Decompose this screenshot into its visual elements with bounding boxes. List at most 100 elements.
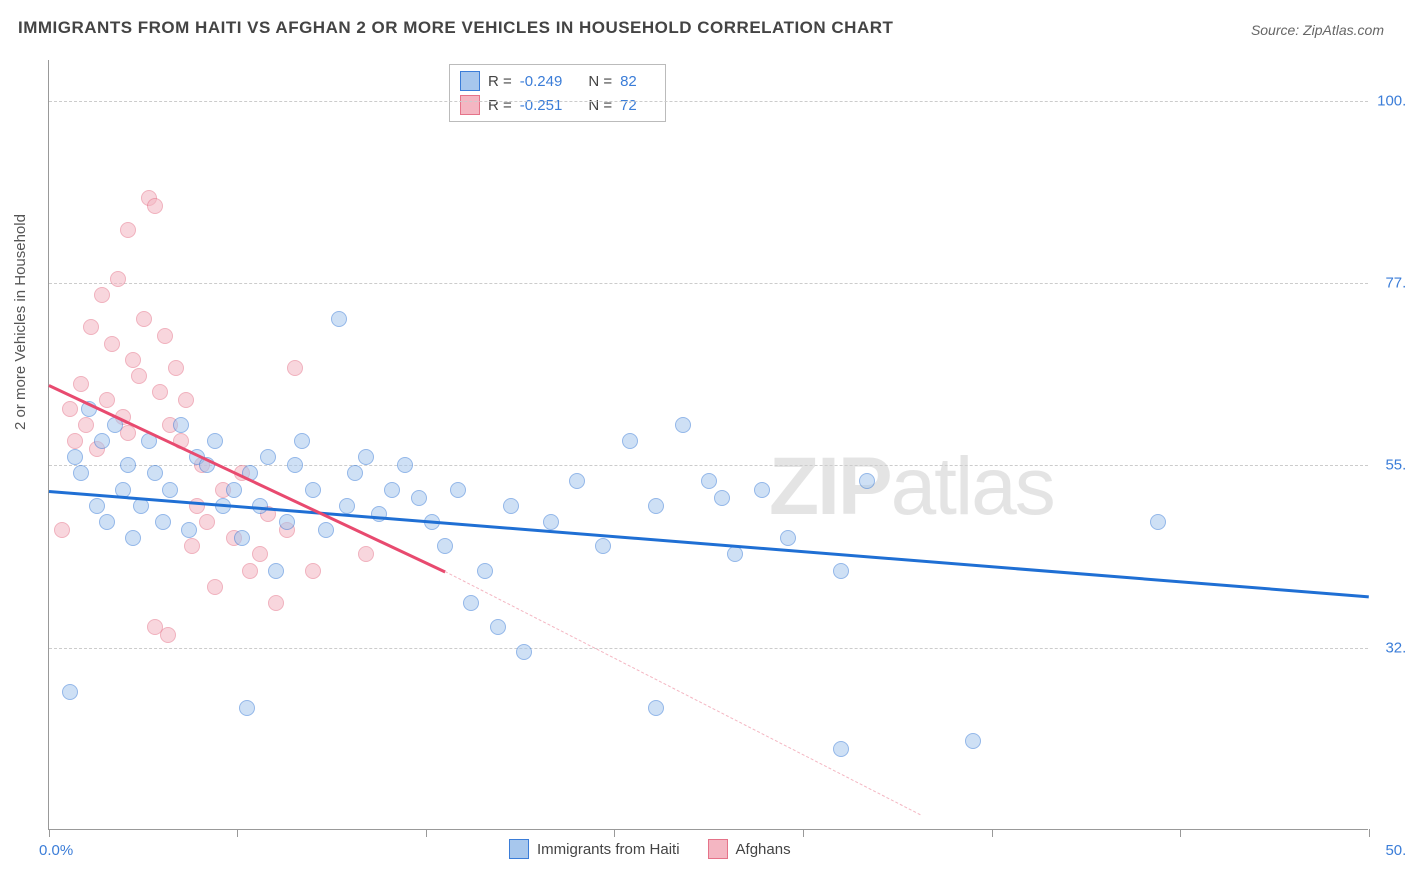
data-point (54, 522, 70, 538)
data-point (178, 392, 194, 408)
data-point (62, 684, 78, 700)
data-point (242, 563, 258, 579)
x-tick (426, 829, 427, 837)
data-point (83, 319, 99, 335)
data-point (727, 546, 743, 562)
watermark-thin: atlas (891, 441, 1054, 532)
x-tick (49, 829, 50, 837)
x-tick (1369, 829, 1370, 837)
n-value-series2: 72 (620, 97, 637, 114)
legend-label-series1: Immigrants from Haiti (537, 841, 680, 858)
data-point (239, 700, 255, 716)
data-point (184, 538, 200, 554)
chart-container: IMMIGRANTS FROM HAITI VS AFGHAN 2 OR MOR… (0, 0, 1406, 892)
r-label: R = (488, 73, 512, 90)
data-point (339, 498, 355, 514)
data-point (234, 530, 250, 546)
data-point (125, 352, 141, 368)
data-point (490, 619, 506, 635)
data-point (859, 473, 875, 489)
source-name: ZipAtlas.com (1303, 22, 1384, 38)
data-point (67, 449, 83, 465)
data-point (648, 498, 664, 514)
trend-line (445, 571, 921, 815)
source-attribution: Source: ZipAtlas.com (1251, 22, 1384, 38)
y-tick-label: 55.0% (1385, 457, 1406, 474)
stats-legend-box: R = -0.249 N = 82 R = -0.251 N = 72 (449, 64, 666, 122)
data-point (89, 498, 105, 514)
data-point (162, 482, 178, 498)
data-point (173, 417, 189, 433)
stats-row-series2: R = -0.251 N = 72 (460, 93, 655, 117)
data-point (62, 401, 78, 417)
data-point (152, 384, 168, 400)
data-point (131, 368, 147, 384)
n-value-series1: 82 (620, 73, 637, 90)
x-tick (992, 829, 993, 837)
data-point (147, 465, 163, 481)
gridline (49, 283, 1368, 284)
data-point (754, 482, 770, 498)
data-point (157, 328, 173, 344)
data-point (268, 563, 284, 579)
data-point (397, 457, 413, 473)
data-point (147, 198, 163, 214)
data-point (294, 433, 310, 449)
data-point (543, 514, 559, 530)
x-tick (614, 829, 615, 837)
bottom-legend: Immigrants from Haiti Afghans (509, 839, 791, 859)
data-point (268, 595, 284, 611)
legend-swatch-series1 (509, 839, 529, 859)
x-tick (237, 829, 238, 837)
plot-area: ZIPatlas R = -0.249 N = 82 R = -0.251 N … (48, 60, 1368, 830)
stats-row-series1: R = -0.249 N = 82 (460, 69, 655, 93)
x-tick (1180, 829, 1181, 837)
data-point (477, 563, 493, 579)
x-axis-max-label: 50.0% (1385, 842, 1406, 859)
data-point (120, 222, 136, 238)
data-point (110, 271, 126, 287)
y-tick-label: 100.0% (1377, 92, 1406, 109)
data-point (67, 433, 83, 449)
data-point (833, 563, 849, 579)
legend-swatch-series2 (708, 839, 728, 859)
data-point (199, 514, 215, 530)
data-point (99, 514, 115, 530)
data-point (189, 498, 205, 514)
data-point (168, 360, 184, 376)
source-label: Source: (1251, 22, 1299, 38)
data-point (226, 482, 242, 498)
swatch-series1 (460, 71, 480, 91)
data-point (701, 473, 717, 489)
data-point (160, 627, 176, 643)
y-tick-label: 32.5% (1385, 639, 1406, 656)
data-point (450, 482, 466, 498)
data-point (569, 473, 585, 489)
data-point (648, 700, 664, 716)
data-point (358, 546, 374, 562)
data-point (104, 336, 120, 352)
data-point (503, 498, 519, 514)
data-point (318, 522, 334, 538)
data-point (833, 741, 849, 757)
data-point (516, 644, 532, 660)
data-point (155, 514, 171, 530)
data-point (181, 522, 197, 538)
data-point (411, 490, 427, 506)
data-point (207, 579, 223, 595)
chart-title: IMMIGRANTS FROM HAITI VS AFGHAN 2 OR MOR… (18, 18, 893, 38)
data-point (463, 595, 479, 611)
data-point (371, 506, 387, 522)
n-label: N = (588, 73, 612, 90)
data-point (252, 546, 268, 562)
data-point (347, 465, 363, 481)
data-point (714, 490, 730, 506)
data-point (358, 449, 374, 465)
data-point (287, 457, 303, 473)
data-point (622, 433, 638, 449)
r-value-series1: -0.249 (520, 73, 563, 90)
data-point (287, 360, 303, 376)
gridline (49, 101, 1368, 102)
r-value-series2: -0.251 (520, 97, 563, 114)
data-point (136, 311, 152, 327)
